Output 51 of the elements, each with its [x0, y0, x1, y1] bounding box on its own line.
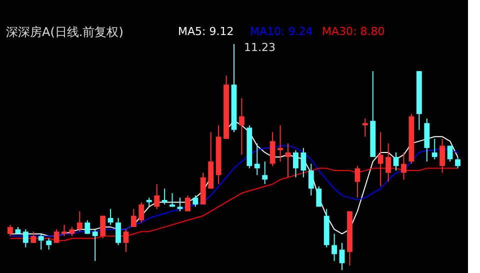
candlestick: [192, 194, 198, 208]
candlestick: [185, 194, 190, 212]
candlestick: [432, 138, 438, 160]
candlestick: [69, 226, 75, 237]
text: MA30: 8.80: [322, 25, 385, 38]
candlestick: [76, 210, 82, 232]
candlestick: [8, 224, 13, 237]
candlestick: [54, 228, 60, 244]
candlestick: [162, 188, 168, 205]
candlestick: [84, 220, 90, 234]
candlestick: [130, 208, 136, 228]
candlestick: [62, 224, 67, 237]
candlestick: [447, 145, 453, 162]
candlestick: [401, 152, 406, 180]
candlestick: [285, 142, 291, 178]
candlestick: [46, 238, 52, 250]
candlestick: [300, 147, 306, 178]
candlestick: [455, 156, 460, 169]
candlestick: [138, 202, 144, 224]
text: MA10: 9.24: [250, 25, 313, 38]
candlestick: [378, 132, 384, 187]
text: MA5: 9.12: [178, 25, 234, 38]
candlestick: [38, 233, 44, 250]
candlestick: [100, 215, 106, 239]
candlestick: [332, 233, 338, 262]
candlestick: [22, 228, 28, 248]
candlestick: [393, 152, 399, 172]
candlestick: [440, 138, 446, 174]
candlestick: [30, 231, 36, 244]
candlestick: [339, 242, 345, 270]
candlestick: [239, 98, 244, 156]
candlestick: [316, 186, 322, 208]
candlestick: [177, 197, 183, 212]
candlestick: [293, 150, 298, 178]
candlestick: [354, 166, 360, 198]
candlestick: [270, 132, 276, 167]
candlestick: [386, 142, 392, 182]
candlestick: [92, 228, 98, 262]
candlestick: [362, 118, 368, 138]
candlestick: [262, 161, 268, 185]
annotation: 11.23: [244, 41, 276, 54]
candlestick: [308, 163, 314, 196]
candlestick: [254, 142, 260, 176]
candlestick: [278, 124, 283, 162]
candlestick: [170, 192, 175, 208]
candlestick: [108, 208, 114, 226]
candlestick: [146, 197, 152, 208]
candlestick: [154, 184, 160, 210]
candlestick: [116, 218, 121, 246]
candlestick: [123, 228, 129, 252]
chart-title: 深深房A(日线.前复权): [6, 25, 124, 39]
